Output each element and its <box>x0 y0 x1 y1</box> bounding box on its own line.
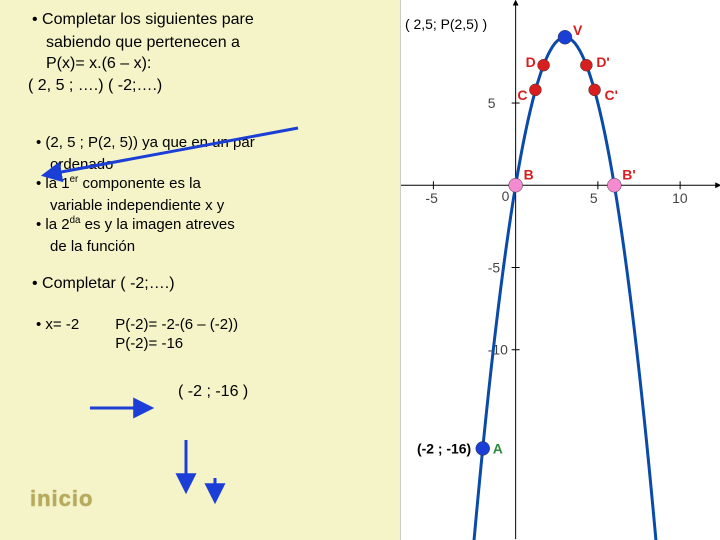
svg-text:B': B' <box>622 166 635 182</box>
svg-text:(-2 ; -16): (-2 ; -16) <box>417 440 471 456</box>
bullet-5: Completar ( -2;….) <box>46 274 392 295</box>
svg-text:10: 10 <box>672 190 688 206</box>
calc-line1: P(-2)= -2-(6 – (-2)) <box>115 315 238 335</box>
result-pair: ( -2 ; -16 ) <box>178 382 392 403</box>
bullet-2-line1: (2, 5 ; P(2, 5)) ya que en un par <box>50 133 392 153</box>
calc-row: x= -2 P(-2)= -2-(6 – (-2)) P(-2)= -16 <box>36 315 392 354</box>
svg-text:5: 5 <box>488 95 496 111</box>
graph-panel: -5 5 10 5 -5 -10 0 V D D' C C' B B' A ( 2,5; P(2,5) ) (-… <box>400 0 720 540</box>
bullet-2-line2: ordenado <box>50 155 392 175</box>
svg-text:D': D' <box>596 54 609 70</box>
svg-text:D: D <box>526 54 536 70</box>
svg-text:C: C <box>517 87 527 103</box>
inicio-link[interactable]: inicio <box>30 486 93 512</box>
svg-text:C': C' <box>605 87 618 103</box>
svg-text:A: A <box>493 440 503 456</box>
svg-text:( 2,5; P(2,5) ): ( 2,5; P(2,5) ) <box>405 16 487 32</box>
svg-text:0: 0 <box>502 188 510 204</box>
svg-text:5: 5 <box>590 190 598 206</box>
bullet-1-line3: P(x)= x.(6 – x): <box>46 54 392 75</box>
svg-text:-10: -10 <box>488 342 508 358</box>
bullet-4: la 2da es y la imagen atreves <box>50 215 392 235</box>
bullet-1-line1: Completar los siguientes pare <box>46 10 392 31</box>
svg-text:-5: -5 <box>488 259 501 275</box>
bullet-4-line2: de la función <box>50 237 392 257</box>
svg-text:V: V <box>573 22 583 38</box>
parabola-graph: -5 5 10 5 -5 -10 0 V D D' C C' B B' A ( 2,5; P(2,5) ) (-… <box>401 0 720 540</box>
x-equals: x= -2 <box>50 315 79 335</box>
bullet-1-line2: sabiendo que pertenecen a <box>46 33 392 54</box>
pairs-line: ( 2, 5 ; ….) ( -2;….) <box>28 76 392 97</box>
bullet-3: la 1er componente es la <box>50 174 392 194</box>
calc-line2: P(-2)= -16 <box>115 334 238 354</box>
svg-text:B: B <box>524 166 534 182</box>
svg-text:-5: -5 <box>425 190 438 206</box>
bullet-3-line2: variable independiente x y <box>50 196 392 216</box>
